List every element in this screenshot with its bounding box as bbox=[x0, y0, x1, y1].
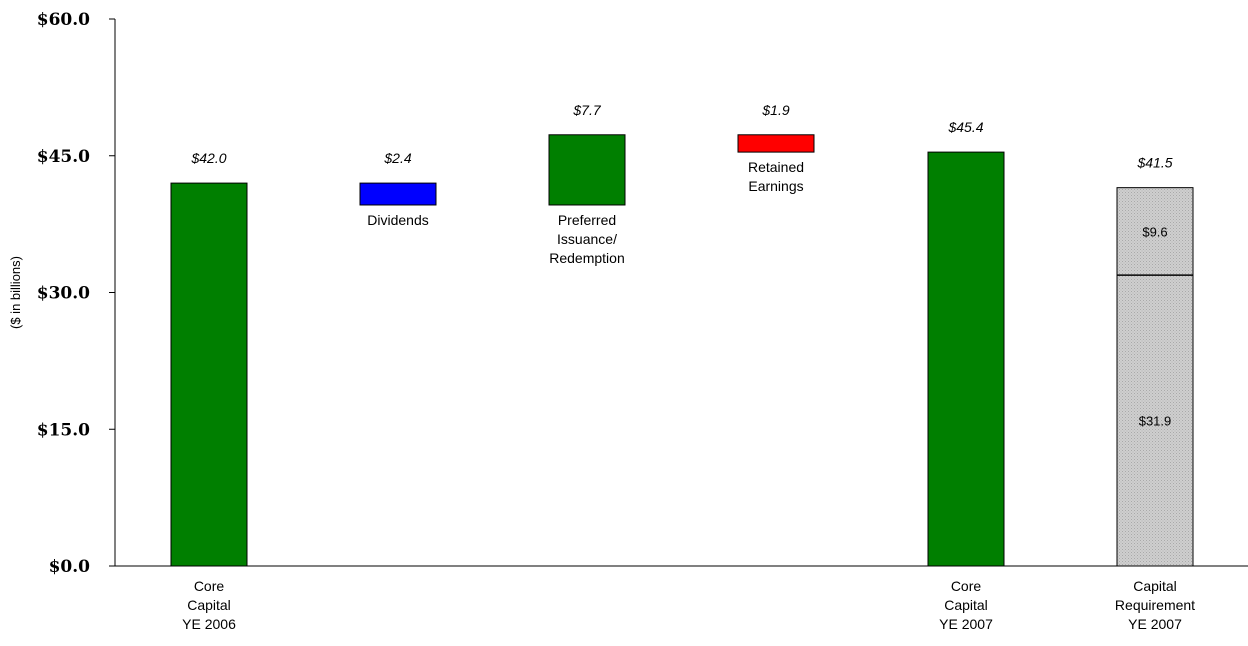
bar-core-2006 bbox=[170, 182, 248, 567]
category-label: Preferred bbox=[558, 212, 616, 228]
category-label: Capital bbox=[187, 597, 231, 613]
category-label: Retained bbox=[748, 159, 804, 175]
segment-label: $31.9 bbox=[1139, 414, 1172, 429]
bar-preferred bbox=[548, 134, 626, 206]
category-label: Redemption bbox=[549, 250, 625, 266]
bar-core-2007 bbox=[927, 151, 1005, 567]
value-label-retained: $1.9 bbox=[761, 102, 789, 118]
y-tick-label: $30.0 bbox=[37, 284, 90, 304]
value-label-requirement-2007: $41.5 bbox=[1136, 155, 1172, 171]
category-label: Requirement bbox=[1115, 597, 1195, 613]
y-tick-label: $0.0 bbox=[49, 557, 91, 577]
value-label-dividends: $2.4 bbox=[383, 150, 411, 166]
bar-requirement-2007 bbox=[1116, 187, 1194, 567]
category-label: Issuance/ bbox=[557, 231, 617, 247]
category-label: YE 2006 bbox=[182, 616, 236, 632]
bar-dividends bbox=[359, 182, 437, 206]
category-label: Earnings bbox=[748, 178, 803, 194]
value-label-core-2007: $45.4 bbox=[947, 119, 983, 135]
category-label: Core bbox=[194, 578, 225, 594]
y-axis-label: ($ in billions) bbox=[8, 256, 23, 329]
value-label-core-2006: $42.0 bbox=[190, 150, 226, 166]
y-tick-label: $45.0 bbox=[37, 147, 90, 167]
bar-retained bbox=[737, 134, 815, 153]
category-label: YE 2007 bbox=[1128, 616, 1182, 632]
category-label: Dividends bbox=[367, 212, 428, 228]
segment-label: $9.6 bbox=[1142, 224, 1167, 239]
category-label: Capital bbox=[1133, 578, 1177, 594]
category-label: Core bbox=[951, 578, 982, 594]
y-tick-label: $15.0 bbox=[37, 420, 90, 440]
value-label-preferred: $7.7 bbox=[572, 102, 601, 118]
category-label: YE 2007 bbox=[939, 616, 993, 632]
category-label: Capital bbox=[944, 597, 988, 613]
y-tick-label: $60.0 bbox=[37, 10, 90, 30]
